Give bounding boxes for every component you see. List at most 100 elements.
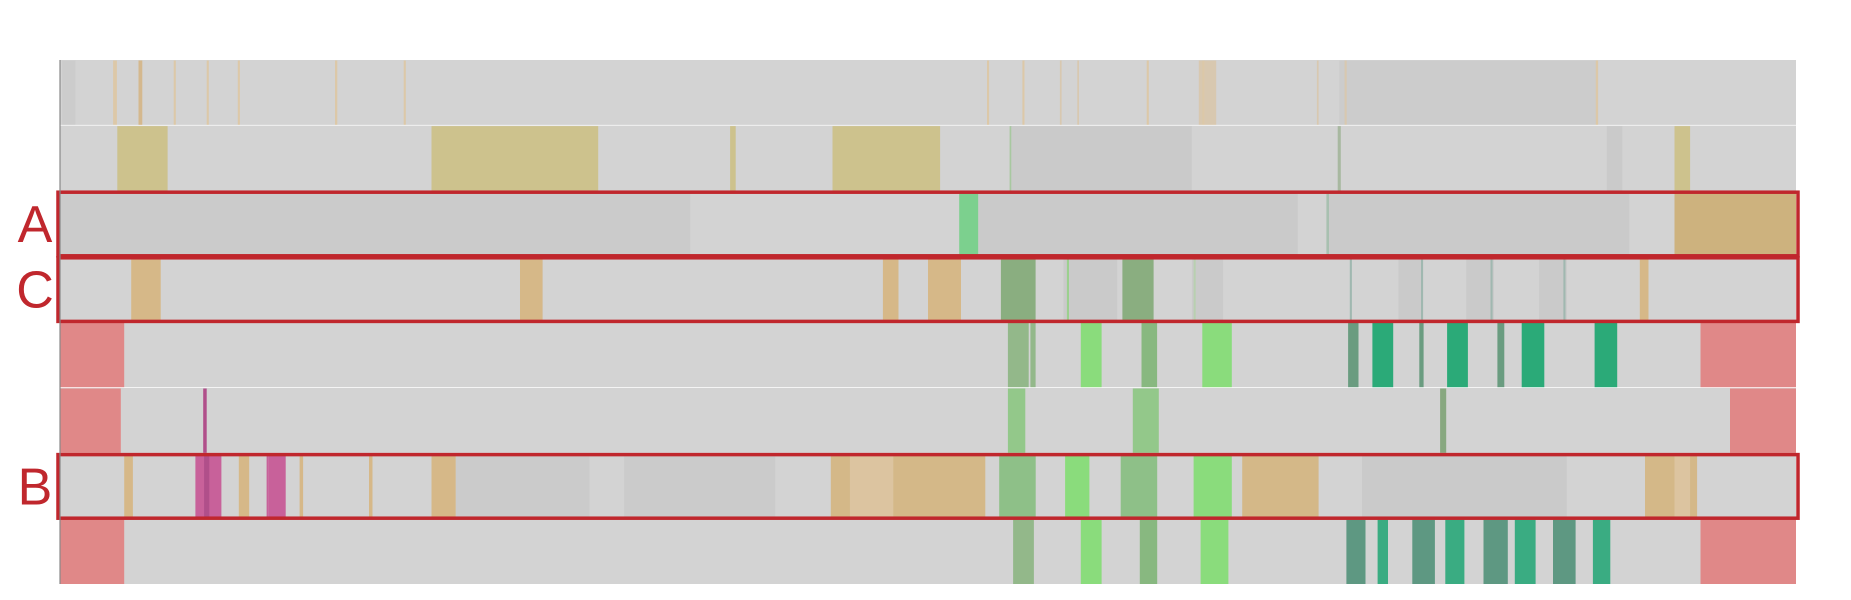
track-segment — [60, 388, 121, 454]
track-segment — [1063, 257, 1118, 322]
track-segment — [60, 191, 691, 257]
track-segment — [1348, 322, 1359, 388]
track-segment — [1009, 126, 1012, 191]
track-segment — [268, 454, 286, 519]
track-segment — [1445, 519, 1465, 585]
track-segment — [431, 126, 599, 191]
track-segment — [1377, 519, 1388, 585]
track-row — [60, 322, 1796, 389]
track-segment — [204, 454, 210, 519]
track-segment — [1202, 60, 1205, 126]
track-segment — [138, 60, 143, 126]
row-label: C — [16, 262, 54, 320]
track-segment — [1563, 257, 1566, 322]
track-segment — [849, 454, 894, 519]
track-segment — [238, 454, 250, 519]
track-segment — [1030, 322, 1036, 388]
track-segment — [1440, 388, 1447, 454]
track-segment — [1497, 322, 1505, 388]
track-segment — [117, 126, 168, 191]
track-segment — [1193, 257, 1196, 322]
track-segment — [1344, 60, 1347, 126]
track-segment — [1412, 519, 1435, 585]
track-segment — [1398, 257, 1423, 322]
track-segment — [1066, 257, 1069, 322]
track-segment — [959, 191, 979, 257]
row-labels: AC B — [16, 196, 54, 516]
track-segment — [237, 60, 240, 126]
track-segment — [1700, 322, 1796, 388]
track-segment — [1730, 388, 1796, 454]
track-segment — [299, 454, 304, 519]
track-segment — [1349, 257, 1352, 322]
track-segment — [1139, 519, 1158, 585]
track-segment — [1132, 388, 1159, 454]
track-segment — [1592, 519, 1611, 585]
track-segment — [1674, 454, 1691, 519]
track-segment — [1000, 257, 1036, 322]
highlight-box — [56, 190, 1800, 258]
track-segment — [1202, 322, 1232, 388]
track-segment — [1674, 126, 1691, 191]
track-segment — [131, 257, 161, 322]
track-segment — [1595, 60, 1599, 126]
track-segment — [124, 454, 133, 519]
track-segment — [1483, 519, 1508, 585]
track-row — [60, 125, 1796, 192]
track-segment — [1337, 126, 1341, 191]
track-segment — [832, 126, 941, 191]
track-segment — [431, 454, 456, 519]
highlight-box — [56, 256, 1800, 324]
track-segment — [1521, 322, 1545, 388]
track-segment — [1326, 191, 1329, 257]
track-segment — [624, 454, 776, 519]
highlight-box — [56, 452, 1800, 520]
track-segment — [1007, 388, 1026, 454]
track-segment — [928, 257, 961, 322]
tracks — [60, 60, 1796, 586]
track-segment — [369, 454, 373, 519]
track-segment — [60, 519, 125, 585]
track-segment — [1346, 519, 1366, 585]
track-row — [60, 191, 1796, 258]
highlight-boxes — [56, 190, 1800, 520]
track-segment — [1193, 454, 1232, 519]
track-segment — [1013, 519, 1034, 585]
track-segment — [113, 60, 117, 126]
track-segment — [1700, 519, 1796, 585]
track-segment — [1120, 454, 1158, 519]
track-segment — [1141, 322, 1158, 388]
track-segment — [520, 257, 543, 322]
track-segment — [1639, 257, 1649, 322]
track-segment — [1022, 60, 1025, 126]
track-segment — [882, 257, 899, 322]
track-row — [60, 453, 1796, 520]
track-segment — [987, 60, 990, 126]
track-segment — [1242, 454, 1319, 519]
track-segment — [335, 60, 338, 126]
track-segment — [730, 126, 736, 191]
track-segment — [1122, 257, 1154, 322]
track-segment — [1421, 257, 1424, 322]
track-segment — [1674, 191, 1796, 257]
track-segment — [1329, 191, 1630, 257]
track-segment — [1077, 60, 1079, 126]
track-segment — [1594, 322, 1618, 388]
track-segment — [1490, 257, 1493, 322]
track-segment — [1372, 322, 1394, 388]
track-segment — [1059, 60, 1062, 126]
row-label: A — [18, 196, 53, 254]
track-segment — [1007, 322, 1029, 388]
track-segment — [203, 388, 207, 454]
track-segment — [1419, 322, 1424, 388]
track-segment — [1191, 257, 1224, 322]
track-segment — [1065, 454, 1090, 519]
track-segment — [1080, 519, 1102, 585]
track-row — [60, 60, 1796, 127]
track-row — [60, 519, 1796, 586]
track-base — [60, 388, 1796, 454]
track-segment — [173, 60, 176, 126]
track-segment — [1146, 60, 1149, 126]
track-segment — [1539, 257, 1567, 322]
